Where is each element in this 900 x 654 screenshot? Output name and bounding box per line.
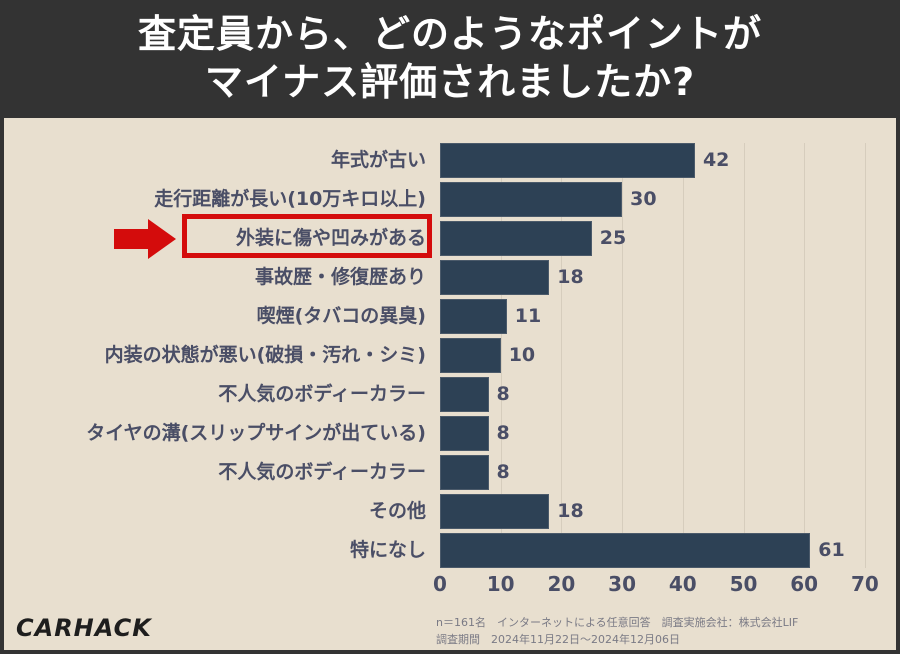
gridline <box>500 143 502 568</box>
value-label: 18 <box>557 500 584 522</box>
bar <box>440 377 489 412</box>
gridline <box>561 143 563 568</box>
bar-chart: 0 10 20 30 40 50 60 70 年式が古い 42 走行距離が長い(10万キロ以上) 30… <box>4 118 896 650</box>
x-tick-label: 20 <box>547 572 576 596</box>
category-label: タイヤの溝(スリップサインが出ている) <box>86 422 426 444</box>
bar <box>440 338 501 373</box>
value-label: 42 <box>702 149 730 171</box>
gridline <box>682 143 684 568</box>
x-tick-label: 60 <box>790 572 819 596</box>
gridline <box>743 143 745 568</box>
bar <box>440 494 550 529</box>
value-label: 30 <box>630 188 657 210</box>
category-label: 不人気のボディーカラー <box>218 383 426 405</box>
bar <box>440 182 623 217</box>
x-tick-label: 0 <box>433 572 447 596</box>
value-label: 61 <box>818 539 845 561</box>
value-label: 10 <box>508 344 536 366</box>
x-tick-label: 10 <box>486 572 515 596</box>
value-label: 25 <box>599 227 627 249</box>
value-label: 18 <box>557 266 584 288</box>
footnote-survey: n＝161名 インターネットによる任意回答 調査実施会社：株式会社LIF <box>436 616 799 629</box>
value-label: 8 <box>496 383 510 405</box>
bar <box>440 260 550 295</box>
bar <box>440 416 489 451</box>
value-label: 8 <box>496 422 510 444</box>
bar <box>440 299 507 334</box>
category-label: 喫煙(タバコの異臭) <box>256 305 426 327</box>
category-label: 不人気のボディーカラー <box>218 461 426 483</box>
bar <box>440 533 811 568</box>
gridline <box>864 143 866 568</box>
gridline <box>804 143 806 568</box>
bar <box>440 455 489 490</box>
bar <box>440 221 592 256</box>
footnote-period: 調査期間 2024年11月22日～2024年12月06日 <box>436 633 680 646</box>
title-line-1: 査定員から、どのようなポイントが <box>137 12 762 56</box>
highlight-box <box>182 214 432 258</box>
x-tick-label: 40 <box>668 572 697 596</box>
category-label: 年式が古い <box>330 149 426 171</box>
arrow-right-icon <box>114 219 176 259</box>
title-line-2: マイナス評価されましたか? <box>204 60 696 104</box>
value-label: 11 <box>514 305 542 327</box>
category-label: 外装に傷や凹みがある <box>235 227 426 249</box>
x-tick-label: 50 <box>729 572 758 596</box>
header: 査定員から、どのようなポイントが マイナス評価されましたか? <box>0 0 900 118</box>
gridline <box>622 143 624 568</box>
category-label: 事故歴・修復歴あり <box>254 266 426 288</box>
chart-panel: 0 10 20 30 40 50 60 70 年式が古い 42 走行距離が長い(10万キロ以上) 30… <box>4 118 896 650</box>
x-tick-label: 30 <box>608 572 637 596</box>
bar <box>440 143 695 178</box>
carhack-logo: CARHACK <box>16 614 152 642</box>
category-label: 内装の状態が悪い(破損・汚れ・シミ) <box>104 344 426 366</box>
x-tick-label: 70 <box>850 572 879 596</box>
category-label: 走行距離が長い(10万キロ以上) <box>154 188 426 210</box>
category-label: その他 <box>368 500 426 522</box>
category-label: 特になし <box>349 539 426 561</box>
value-label: 8 <box>496 461 510 483</box>
